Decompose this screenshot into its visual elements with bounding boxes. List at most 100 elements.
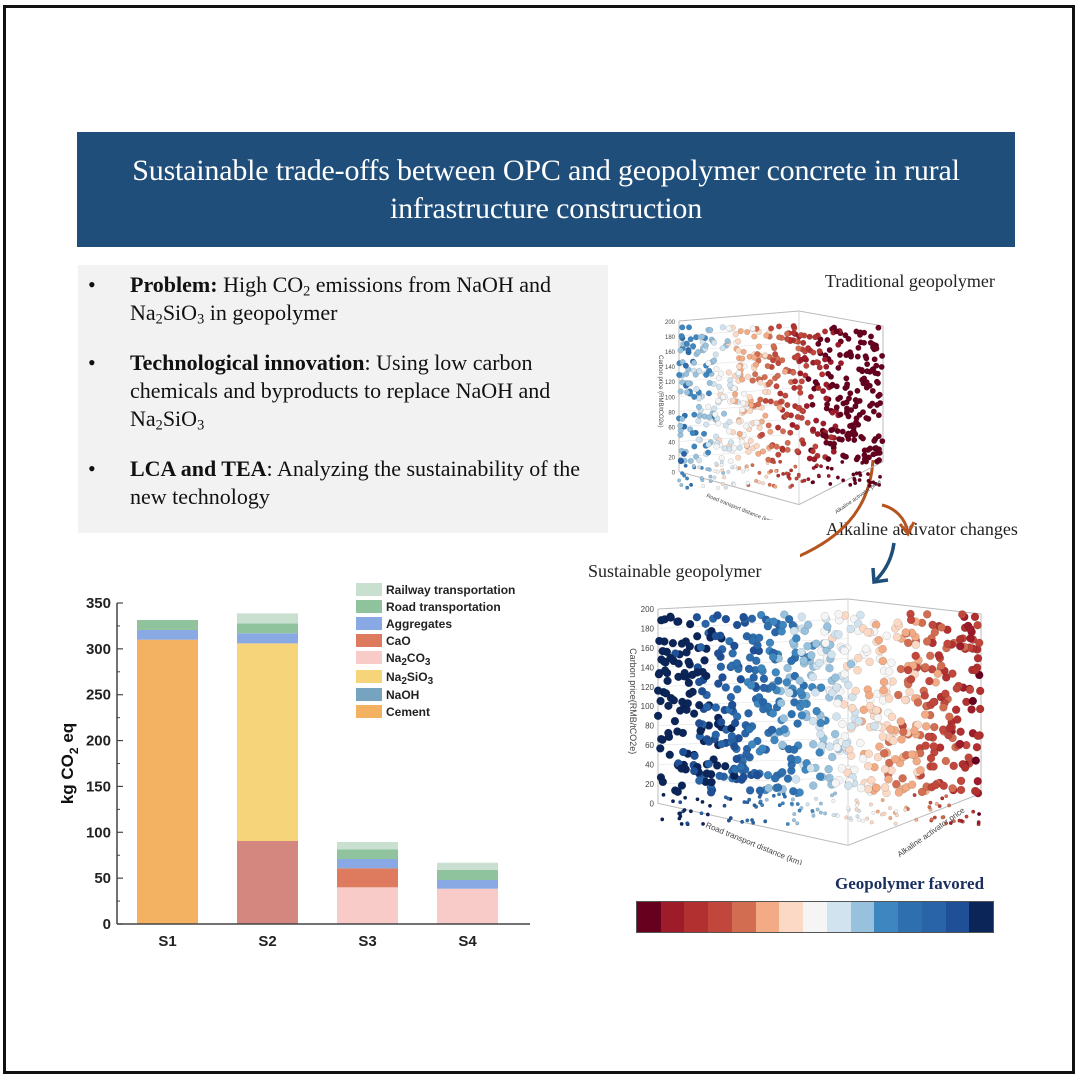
- scatter-point: [729, 397, 737, 404]
- scatter-point: [937, 661, 946, 670]
- scatter-point: [732, 482, 737, 487]
- scatter-point: [840, 669, 849, 679]
- bar-segment: [337, 887, 398, 924]
- scatter-point: [854, 803, 859, 808]
- scatter-point: [731, 385, 738, 392]
- summary-item: • LCA and TEA: Analyzing the sustainabili…: [78, 455, 590, 511]
- scatter-point: [844, 381, 851, 388]
- scatter-point: [767, 682, 777, 691]
- scatter-point: [885, 758, 894, 768]
- colorbar-segment: [969, 902, 994, 932]
- scatter-point: [685, 619, 695, 629]
- y-tick-label: 150: [86, 778, 111, 795]
- bar-segment: [237, 643, 298, 841]
- bar-chart-svg: S1 S2 S3 S4 0 50 100 150 200 250 300 350 kg CO2 eq Ra…: [58, 583, 530, 950]
- scatter-point: [932, 815, 937, 820]
- scatter-point: [797, 711, 807, 720]
- scatter-point: [875, 412, 882, 419]
- scatter-point: [888, 816, 893, 821]
- scatter-point: [970, 612, 980, 622]
- scatter-point: [677, 478, 682, 483]
- scatter-point: [944, 794, 949, 799]
- z-tick-label: 20: [668, 456, 675, 462]
- scatter-point: [713, 649, 723, 658]
- scatter-point: [763, 332, 770, 339]
- scatter-point: [800, 440, 807, 447]
- scatter-point: [775, 424, 782, 431]
- scatter-point: [723, 795, 728, 800]
- y-tick-label: 250: [86, 687, 111, 704]
- scatter-point: [847, 390, 854, 397]
- scatter-point: [777, 792, 782, 797]
- scatter-point: [826, 473, 831, 478]
- summary-item-text: emissions from NaOH and Na: [130, 272, 552, 325]
- scatter-point: [835, 475, 840, 480]
- scatter-point: [783, 774, 793, 783]
- scatter-point: [726, 818, 731, 823]
- scatter-point: [705, 449, 712, 456]
- scatter-point: [721, 762, 730, 771]
- scatter-point: [755, 786, 765, 795]
- scatter-point: [706, 367, 713, 374]
- scatter-point: [711, 405, 718, 412]
- scatter-point: [879, 438, 886, 445]
- scatter-point: [810, 426, 817, 433]
- scatter-point: [854, 717, 864, 726]
- scatter-point: [861, 447, 868, 454]
- scatter-point: [705, 441, 712, 448]
- scatter-point: [658, 646, 667, 656]
- scatter-point: [712, 761, 722, 770]
- scatter-point: [811, 639, 821, 648]
- arrows-svg: [800, 459, 916, 584]
- scatter-point: [745, 724, 754, 734]
- scatter-point: [750, 818, 755, 823]
- scatter-point: [808, 716, 818, 726]
- scatter-point: [742, 632, 752, 641]
- scatter-point: [765, 638, 775, 647]
- legend-swatch: [356, 688, 382, 701]
- scatter-point: [855, 344, 862, 351]
- scatter-point: [798, 378, 805, 385]
- bar-segment: [237, 633, 298, 644]
- scatter-point: [887, 806, 892, 811]
- bar-segment: [237, 840, 298, 924]
- scatter-point: [856, 411, 863, 418]
- scatter-point: [926, 651, 935, 660]
- scatter-point: [971, 809, 976, 814]
- scatter-point: [887, 712, 897, 722]
- scatter-point: [852, 476, 857, 481]
- scatter-point: [741, 390, 748, 397]
- scatter-point: [682, 648, 691, 657]
- scatter-point: [719, 459, 724, 464]
- scatter-point: [911, 651, 920, 661]
- scatter-point: [939, 703, 948, 712]
- page-title: Sustainable trade-offs between OPC and g…: [132, 153, 960, 225]
- scatter-point: [773, 383, 780, 390]
- scatter-point: [669, 696, 679, 705]
- scatter-point: [813, 796, 818, 801]
- scatter-point: [878, 474, 883, 479]
- scatter-point: [715, 383, 722, 390]
- scatter-point: [879, 352, 886, 359]
- z-tick-label: 100: [665, 395, 676, 401]
- scatter-point: [727, 382, 734, 389]
- scatter-point: [804, 419, 811, 426]
- scatter-point: [882, 631, 891, 641]
- scatter-point: [720, 468, 725, 473]
- scatter-point: [903, 665, 913, 675]
- scatter-point: [874, 379, 882, 386]
- summary-item-text: High CO: [217, 272, 304, 297]
- scatter-point: [740, 469, 745, 474]
- scatter-point: [906, 675, 916, 684]
- scatter-point: [768, 709, 778, 718]
- scatter-point: [846, 422, 854, 429]
- scatter-point: [833, 698, 842, 708]
- scatter-point: [876, 457, 883, 464]
- scatter-point: [834, 610, 843, 619]
- scatter-point: [957, 818, 962, 823]
- scatter-point: [715, 397, 722, 404]
- scatter-point: [691, 411, 698, 418]
- scatter-point: [831, 673, 840, 682]
- y-tick-label: 100: [86, 824, 111, 841]
- scatter-point: [878, 644, 887, 654]
